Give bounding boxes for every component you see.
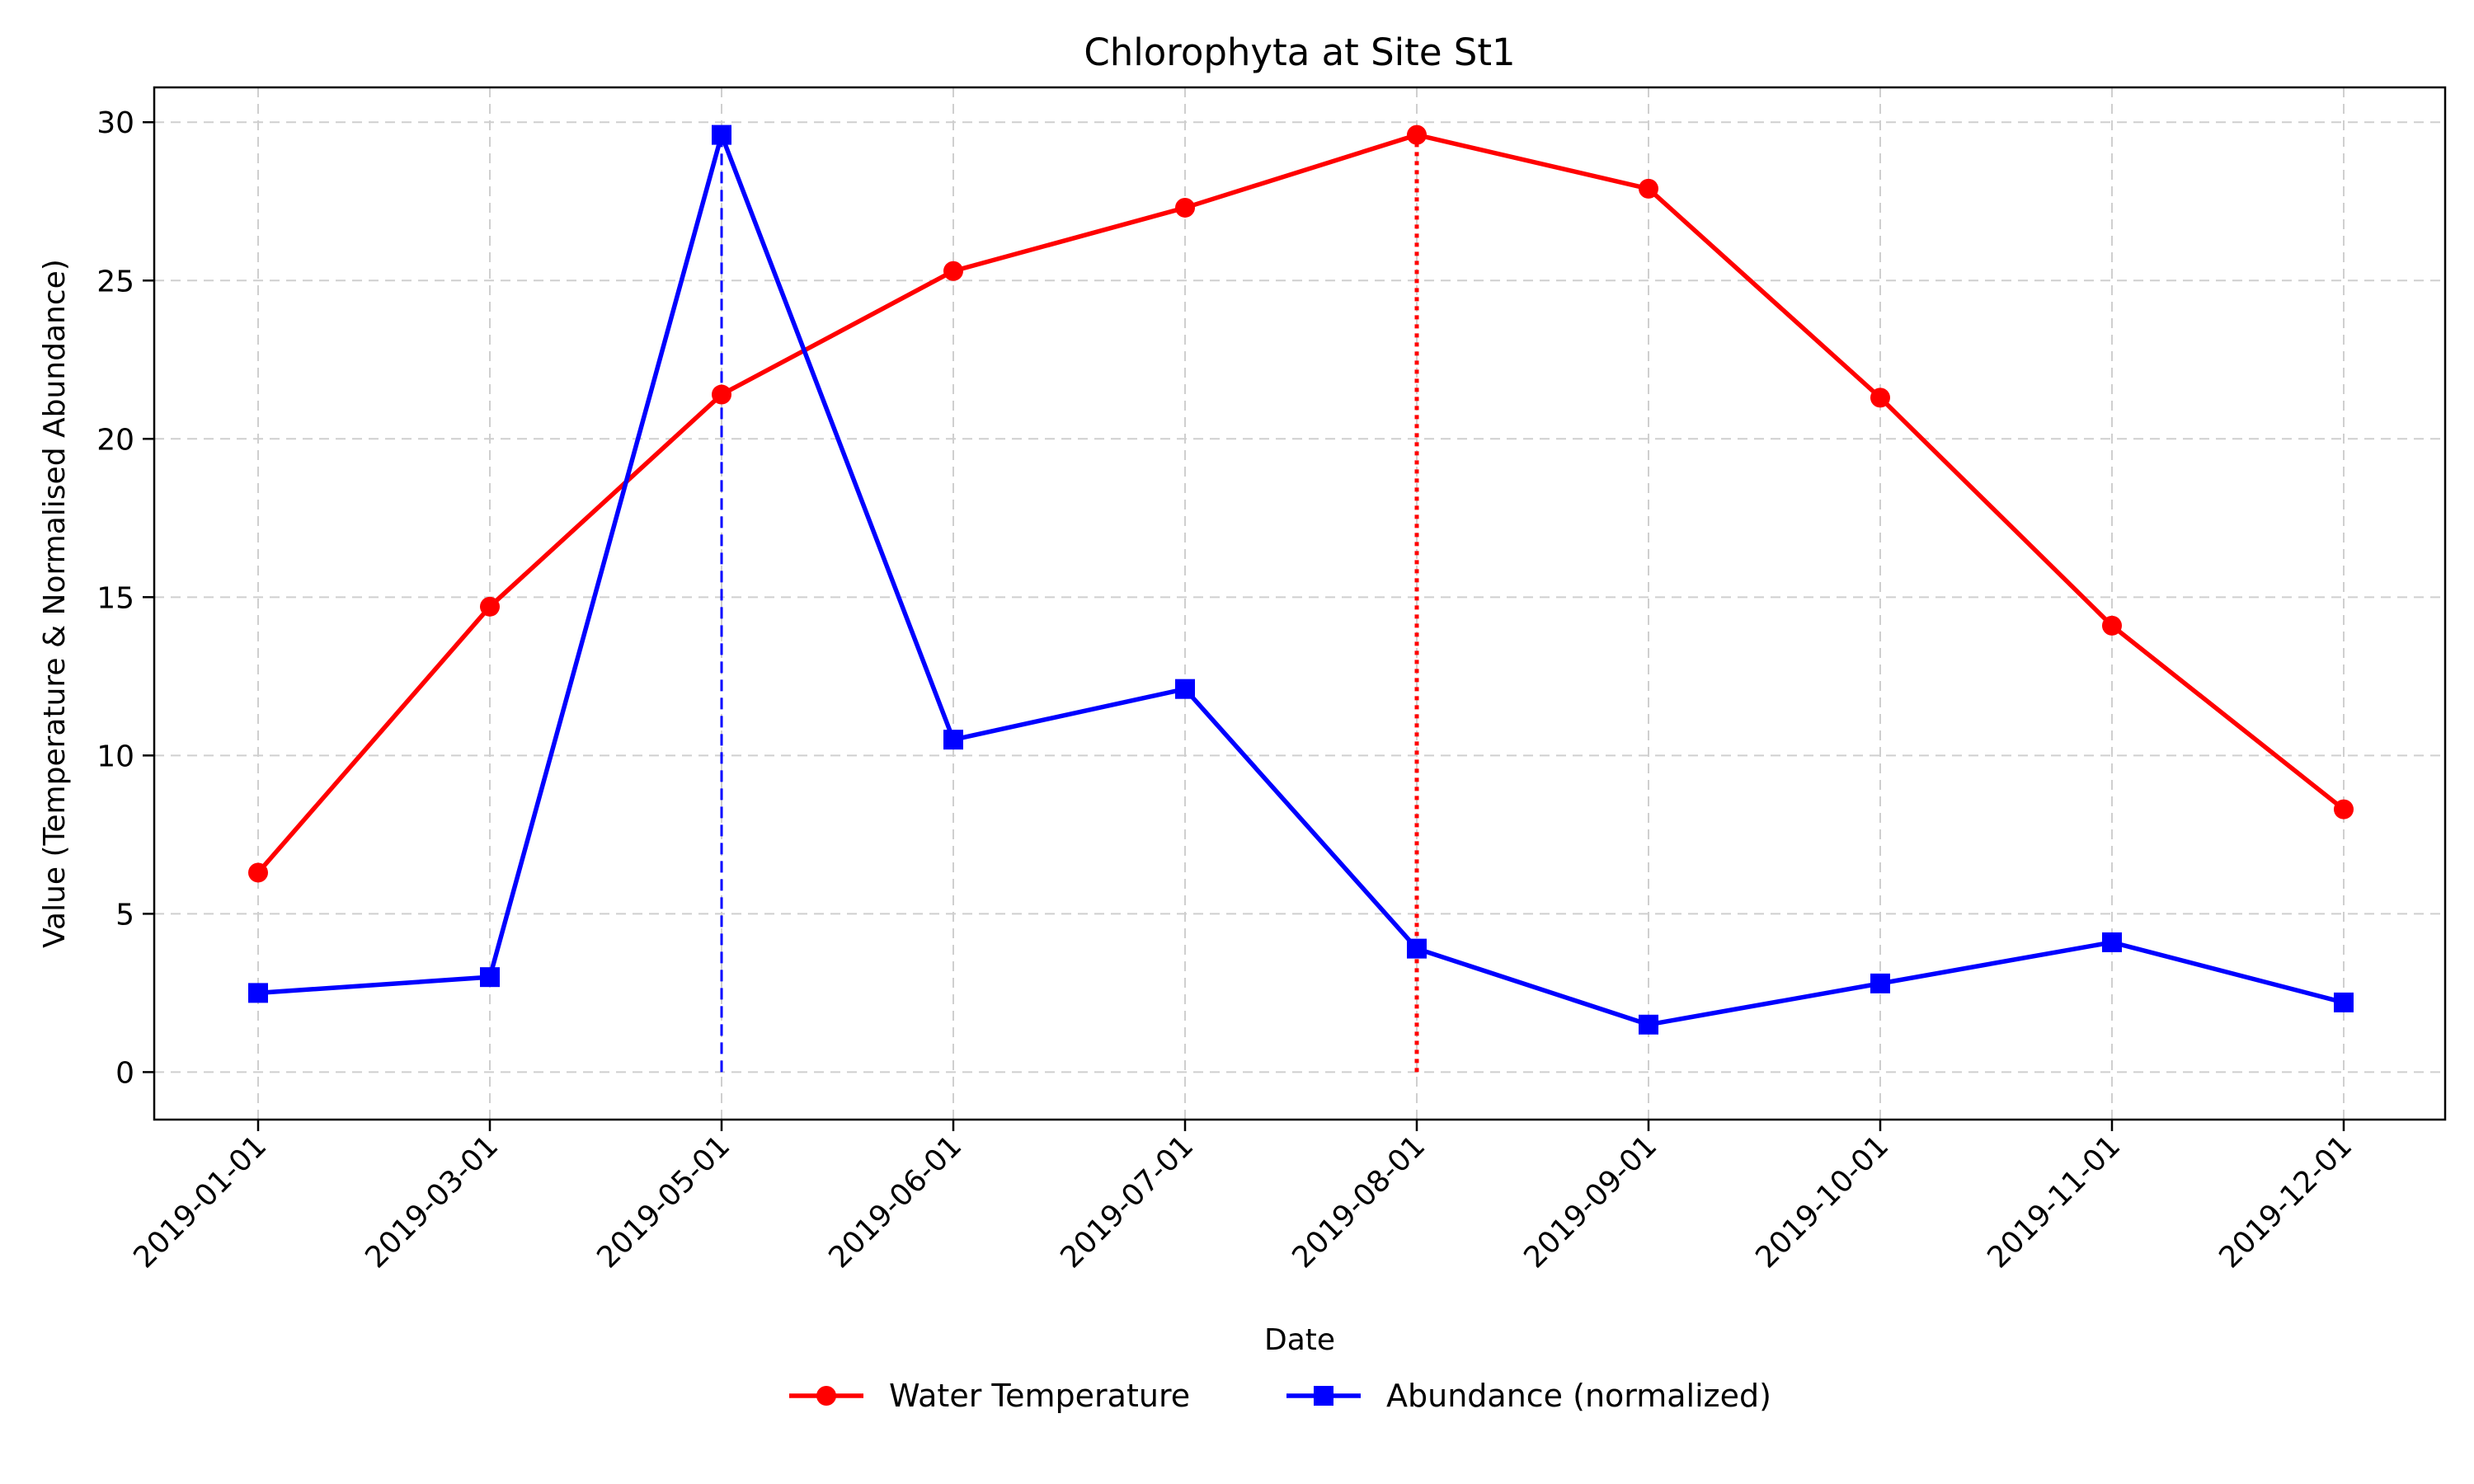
data-point [1870,387,1890,408]
x-tick-label: 2019-06-01 [822,1129,968,1275]
data-point [1870,973,1890,993]
data-point [1639,1014,1658,1035]
x-tick-label: 2019-05-01 [590,1129,736,1275]
legend: Water Temperature Abundance (normalized) [789,1378,1771,1414]
data-point [1175,679,1195,699]
legend-label: Abundance (normalized) [1386,1378,1771,1414]
legend-marker [1314,1386,1333,1406]
data-point [2334,799,2354,819]
legend-label: Water Temperature [889,1378,1190,1414]
chart-title: Chlorophyta at Site St1 [1084,31,1515,74]
y-tick-label: 15 [96,581,134,615]
y-tick-label: 30 [96,106,134,140]
data-point [943,261,963,281]
y-tick-label: 5 [115,898,134,932]
axis-layer: 2019-01-01 2019-03-01 2019-05-01 2019-06-01… [96,106,2359,1275]
data-point [1407,124,1427,145]
x-tick-label: 2019-09-01 [1517,1129,1663,1275]
data-point [2334,992,2354,1012]
y-tick-label: 20 [96,423,134,457]
x-tick-label: 2019-01-01 [127,1129,273,1275]
plot-frame [153,86,2447,1121]
data-point [248,862,268,883]
grid-layer [154,87,2445,1120]
x-tick-label: 2019-08-01 [1286,1129,1432,1275]
data-point [2102,932,2122,952]
data-point [943,730,963,750]
x-tick-label: 2019-03-01 [359,1129,505,1275]
data-point [1175,197,1195,218]
x-tick-label: 2019-11-01 [1981,1129,2127,1275]
data-point [480,967,500,988]
series-line [257,132,2345,1027]
data-point [248,983,268,1003]
series-layer [248,124,2354,1035]
data-point [712,124,731,145]
data-point [1407,938,1427,959]
x-tick-label: 2019-07-01 [1054,1129,1200,1275]
data-point [712,384,731,405]
data-point [480,596,500,617]
annotation-layer [720,134,1419,1073]
data-point [2102,615,2122,636]
series-line [256,132,2345,875]
y-tick-label: 0 [115,1056,134,1090]
legend-marker [816,1386,836,1406]
y-tick-label: 25 [96,265,134,298]
y-tick-label: 10 [96,740,134,773]
y-axis-label: Value (Temperature & Normalised Abundanc… [38,259,72,948]
x-axis-label: Date [1264,1323,1335,1357]
data-point [1639,178,1658,199]
x-tick-label: 2019-10-01 [1749,1129,1895,1275]
x-tick-label: 2019-12-01 [2213,1129,2359,1275]
